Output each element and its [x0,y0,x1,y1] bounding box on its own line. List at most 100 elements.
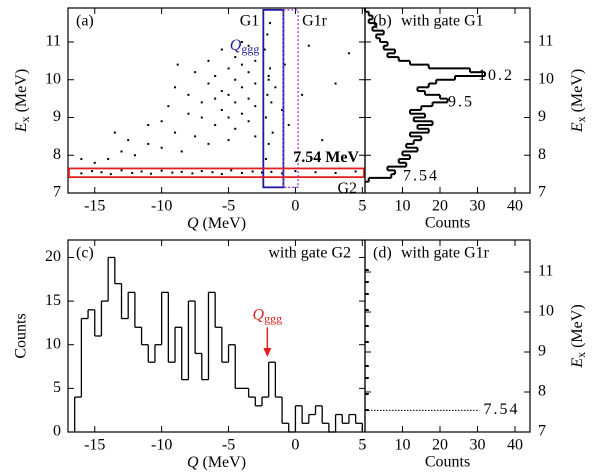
label-subscript: x [574,116,588,122]
panel-subtitle: with gate G1r [401,245,490,262]
point [240,86,243,89]
point [127,139,130,142]
point [294,170,297,173]
point [230,169,233,172]
point [227,67,230,70]
point [266,93,269,96]
point [160,169,163,172]
point [247,71,250,74]
point [283,63,286,66]
point [321,139,324,142]
axis-label: Ex (MeV) [569,304,588,368]
point [267,74,270,77]
x-tick-label: -5 [222,198,235,215]
point [227,116,230,119]
point [80,158,83,161]
y-tick-label: 11 [538,263,553,280]
label-symbol: Q [253,306,265,323]
point [254,82,257,85]
point [93,161,96,164]
y-tick-label: 8 [53,146,61,163]
label-unit: (MeV) [569,69,586,113]
point [200,116,203,119]
point [174,86,177,89]
point [347,52,350,55]
point [214,74,217,77]
y-tick-label: 7 [538,184,546,201]
point [187,93,190,96]
point [180,170,183,173]
point [207,59,210,62]
point [80,172,83,175]
point [307,44,310,47]
point [247,97,250,100]
gate [68,167,365,179]
y-tick-label: 7 [53,184,61,201]
x-tick-label: -15 [84,437,105,454]
point [254,105,257,108]
panel-title: (d) [373,245,392,262]
panel-title: (a) [76,13,94,30]
point [251,170,254,173]
x-tick-label: 5 [358,198,366,215]
y-tick-label: 20 [45,248,61,265]
point [149,172,152,175]
point [174,131,177,134]
x-tick-label: 5 [358,437,366,454]
point [167,105,170,108]
x-tick-label: -5 [222,437,235,454]
point [147,142,150,145]
point [240,171,243,174]
x-tick-label: 10 [395,437,411,454]
panel-title: (c) [76,245,94,262]
label-subscript: ggg [241,42,259,56]
point [334,171,337,174]
peak-label: 9.5 [448,93,474,110]
point [227,139,230,142]
x-tick-label: -10 [151,198,172,215]
y-tick-label: 8 [538,146,546,163]
arrow-head [263,347,272,357]
y-tick-label: 15 [45,292,61,309]
x-tick-label: 30 [470,437,486,454]
axis-label: Ex (MeV) [13,69,32,133]
label-symbol: Q [230,37,242,54]
point [220,173,223,176]
point [281,108,284,111]
point [240,112,243,115]
label-subscript: ggg [264,311,282,325]
point [274,86,277,89]
y-tick-label: 10 [45,335,61,352]
label-symbol: Q [187,215,199,232]
point [234,127,237,130]
point [240,63,243,66]
peak-label: 10.2 [478,67,514,84]
point [176,63,179,66]
gate-energy-label: 7.54 MeV [293,149,359,166]
point [269,22,272,25]
point [194,135,197,138]
label-unit: (MeV) [203,454,247,471]
marker-label: 7.54 [484,401,520,418]
point [266,33,269,36]
peak-label: 7.54 [403,167,439,184]
x-tick-label: 20 [432,198,448,215]
y-tick-label: 0 [53,423,61,440]
point [171,171,174,174]
label-symbol: E [13,122,30,133]
point [140,170,143,173]
label-unit: (MeV) [203,215,247,232]
point [287,124,290,127]
point [254,135,257,138]
point [234,101,237,104]
label-unit: (MeV) [13,69,30,113]
x-tick-label: 40 [507,437,523,454]
point [107,158,110,161]
point [354,170,357,173]
point [281,172,284,175]
point [265,116,267,119]
point [180,150,183,153]
label-symbol: E [569,122,586,133]
point [301,93,304,96]
